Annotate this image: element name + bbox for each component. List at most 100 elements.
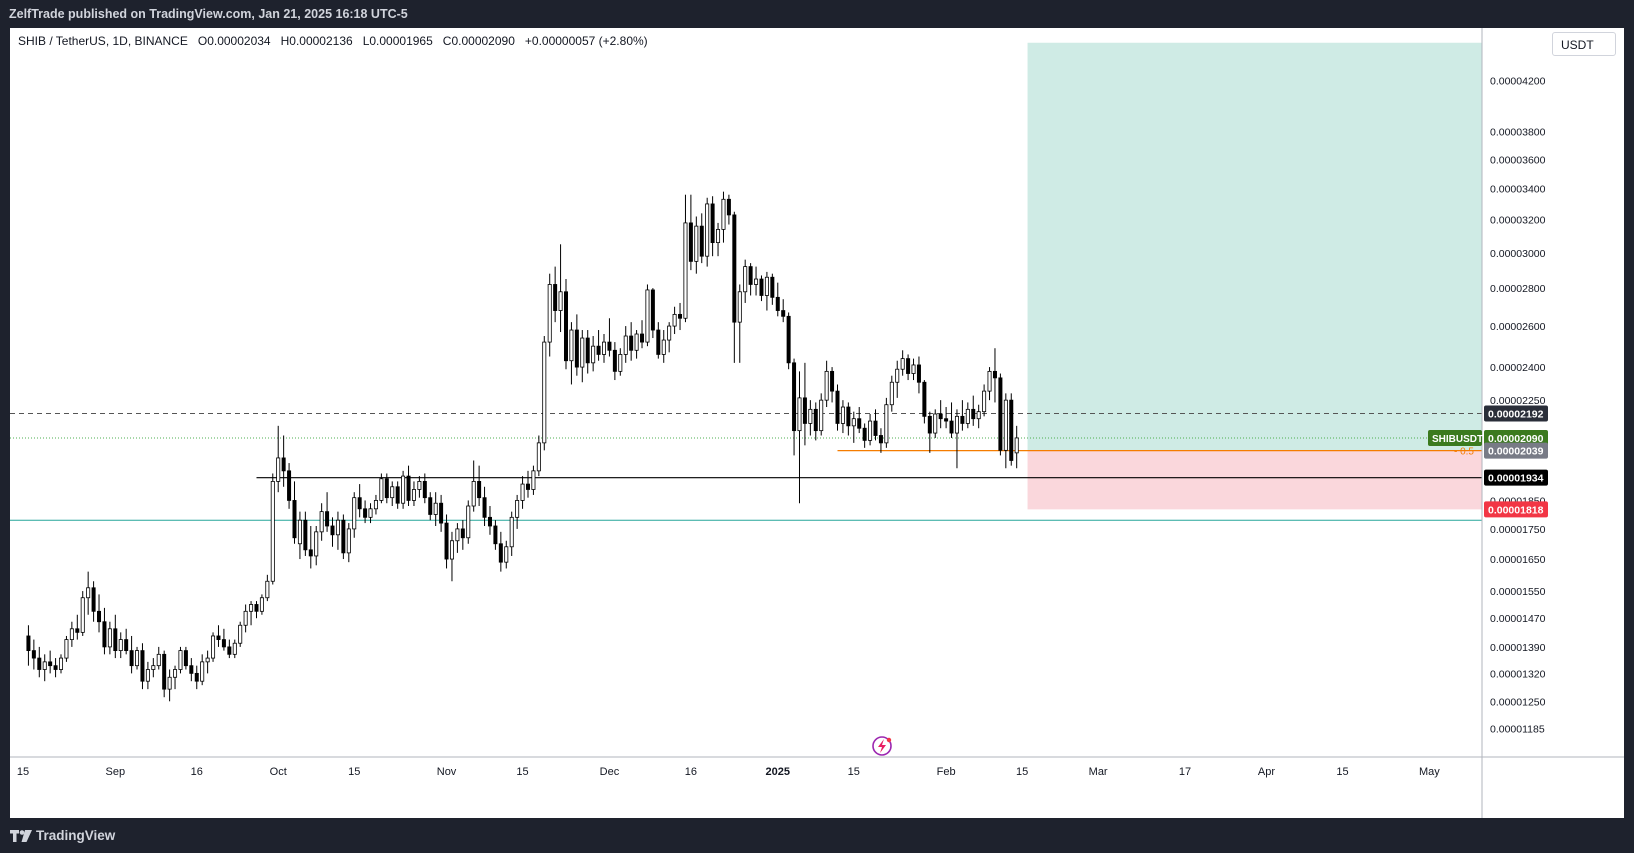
candle-body <box>140 650 145 682</box>
candle <box>270 473 275 585</box>
candle-body <box>862 427 867 441</box>
candle <box>971 395 976 426</box>
candle-body <box>906 358 911 374</box>
candle-body <box>824 370 829 401</box>
candle <box>287 463 292 509</box>
candle <box>59 654 64 674</box>
candle-body <box>287 470 292 501</box>
candle <box>716 222 721 257</box>
candle-body <box>243 610 248 626</box>
candle <box>167 669 172 702</box>
candle <box>232 639 237 659</box>
candle <box>390 481 395 507</box>
candle-body <box>797 397 802 432</box>
candle <box>411 481 416 507</box>
candle <box>759 275 764 302</box>
price-tick-label: 0.00001550 <box>1490 586 1546 598</box>
time-tick-label: 16 <box>191 766 203 778</box>
candle <box>661 330 666 363</box>
candle <box>113 614 118 659</box>
candle-body <box>189 665 194 674</box>
candle <box>797 371 802 504</box>
candle-body <box>661 339 666 355</box>
stop-zone <box>1027 450 1482 510</box>
price-tick-label: 0.00001250 <box>1490 696 1546 708</box>
candle <box>498 531 503 572</box>
candle-body <box>954 415 959 434</box>
candle-body <box>922 381 927 417</box>
price-tick-label: 0.00001185 <box>1490 724 1545 736</box>
candle <box>688 194 693 271</box>
time-tick-label: 2025 <box>766 766 790 778</box>
candle-body <box>401 475 406 504</box>
candle <box>743 259 748 303</box>
candle-body <box>151 665 156 670</box>
symbol-tag: SHIBUSDT <box>1432 434 1483 445</box>
candle <box>216 625 221 647</box>
candle <box>558 244 563 333</box>
candle-body <box>868 420 873 441</box>
candle <box>623 326 628 363</box>
candle-body <box>515 500 520 518</box>
time-tick-label: Oct <box>270 766 287 778</box>
candle-body <box>900 358 905 370</box>
candlestick-chart[interactable]: - 0.5 0.00004200 0.00003800 0.00003600 0.000… <box>10 28 1624 818</box>
candle-body <box>840 406 845 424</box>
candle <box>672 306 677 335</box>
candle-body <box>379 478 384 501</box>
candle-body <box>835 390 840 424</box>
candle <box>857 407 862 434</box>
candle-body <box>156 653 161 667</box>
candle <box>211 632 216 662</box>
candle <box>629 322 634 361</box>
candle-body <box>80 597 85 633</box>
candle <box>602 334 607 363</box>
price-tick-label: 0.00002800 <box>1490 283 1546 295</box>
candle <box>368 503 373 524</box>
tradingview-logo[interactable]: TradingView <box>10 828 115 843</box>
candle-body <box>721 198 726 230</box>
candle <box>569 322 574 385</box>
candle <box>699 213 704 264</box>
candle <box>835 384 840 431</box>
candle <box>754 266 759 296</box>
candle <box>135 646 140 670</box>
candle <box>428 492 433 521</box>
price-tick-label: 0.00003600 <box>1490 154 1546 166</box>
candle-body <box>477 481 482 499</box>
candle-body <box>167 676 172 690</box>
legend-symbol: SHIB / TetherUS, 1D, BINANCE <box>18 34 188 48</box>
candle-body <box>683 222 688 319</box>
candle-body <box>341 519 346 554</box>
candle-body <box>1003 399 1008 451</box>
candle-body <box>992 370 997 379</box>
candle <box>878 428 883 453</box>
candle <box>401 470 406 509</box>
candle <box>737 284 742 363</box>
candle-body <box>781 310 786 317</box>
candle <box>189 658 194 682</box>
candle <box>819 393 824 436</box>
candle <box>31 639 36 670</box>
candle-body <box>949 420 954 434</box>
candle-body <box>759 278 764 296</box>
candle <box>330 517 335 547</box>
currency-button[interactable]: USDT <box>1552 32 1616 56</box>
time-tick-label: Apr <box>1258 766 1275 778</box>
candle-body <box>162 653 167 690</box>
candle-body <box>449 540 454 560</box>
candle-body <box>667 325 672 341</box>
candle <box>927 411 932 453</box>
time-tick-label: 16 <box>685 766 697 778</box>
candle <box>846 402 851 436</box>
candle-body <box>330 525 335 536</box>
candle-body <box>460 528 465 539</box>
entry-marker-label: - 0.5 <box>1454 447 1474 458</box>
candle <box>53 658 58 678</box>
candle <box>634 330 639 359</box>
time-tick-label: Nov <box>437 766 457 778</box>
time-tick-label: 15 <box>516 766 528 778</box>
candle-body <box>857 418 862 429</box>
candle-body <box>987 370 992 392</box>
candle <box>960 400 965 431</box>
